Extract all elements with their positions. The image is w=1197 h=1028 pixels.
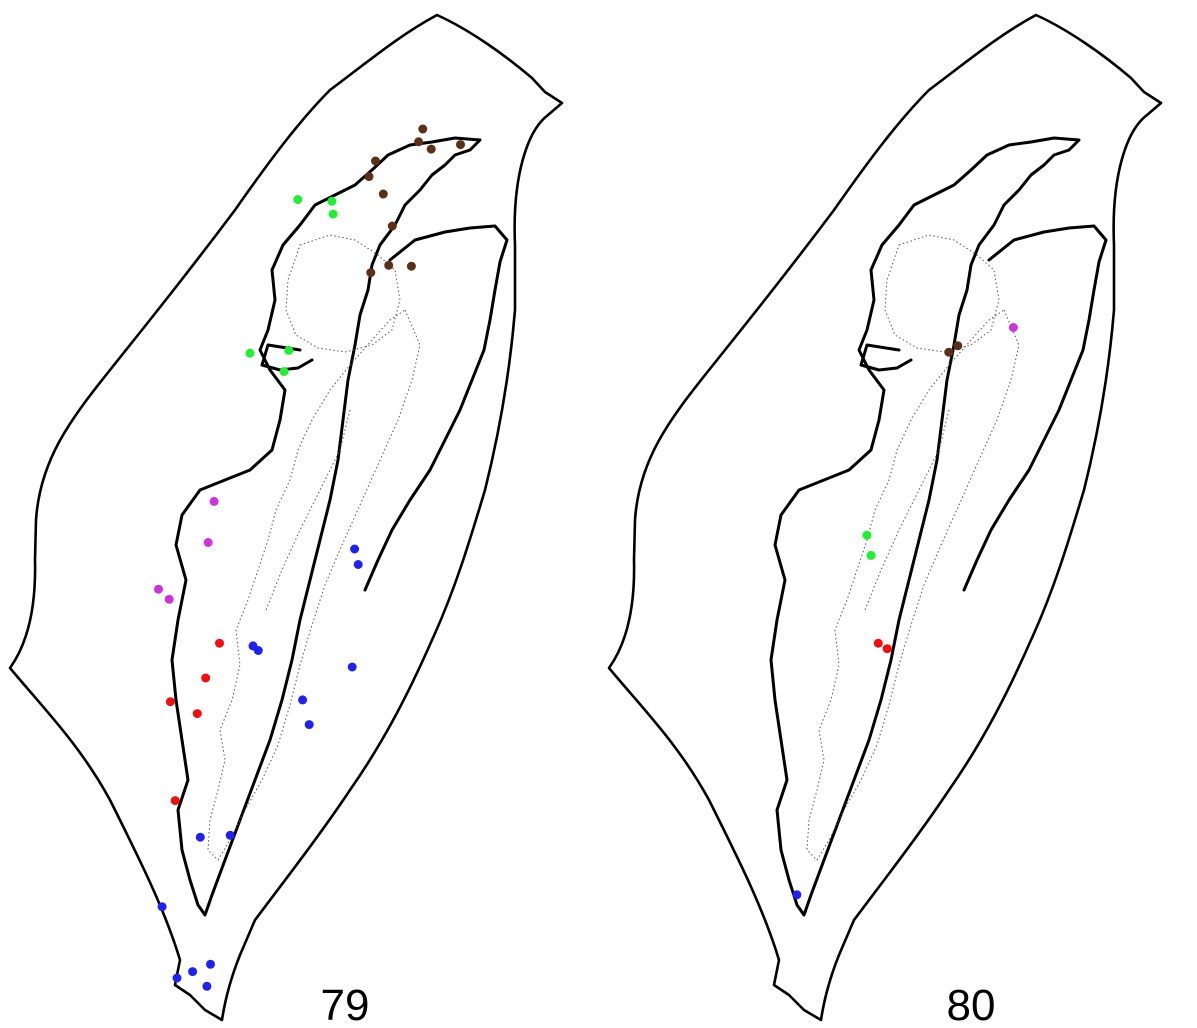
occurrence-dot-brown xyxy=(387,221,397,231)
occurrence-dot-blue xyxy=(253,646,263,655)
occurrence-dot-green xyxy=(327,196,337,206)
occurrence-dot-magenta xyxy=(164,594,174,604)
occurrence-dot-red xyxy=(201,673,211,683)
occurrence-dot-blue xyxy=(195,832,205,842)
occurrence-dot-red xyxy=(882,644,892,654)
occurrence-dot-brown xyxy=(371,156,380,166)
occurrence-dot-brown xyxy=(426,144,436,154)
taiwan-map-79: 79 xyxy=(8,13,564,1028)
occurrence-dot-blue xyxy=(304,720,314,730)
map-number-label: 80 xyxy=(947,981,996,1028)
occurrence-dot-blue xyxy=(350,544,360,554)
occurrence-dot-brown xyxy=(364,172,374,182)
occurrence-dot-blue xyxy=(298,695,308,705)
occurrence-dot-red xyxy=(170,796,180,806)
occurrence-dot-blue xyxy=(353,560,363,569)
occurrence-dot-magenta xyxy=(203,538,213,547)
occurrence-dot-brown xyxy=(953,341,963,351)
occurrence-dot-blue xyxy=(157,902,167,912)
occurrence-dot-brown xyxy=(944,347,954,357)
occurrence-dot-green xyxy=(245,348,255,358)
occurrence-dot-blue xyxy=(225,830,235,840)
occurrence-dot-magenta xyxy=(1008,323,1018,332)
occurrence-dot-blue xyxy=(792,890,802,900)
occurrence-dot-brown xyxy=(378,189,388,199)
occurrence-dots xyxy=(792,323,1018,900)
elevation-contours xyxy=(207,234,421,861)
occurrence-dot-green xyxy=(284,345,294,355)
coastline xyxy=(607,13,1163,1022)
taiwan-map-80: 80 xyxy=(607,13,1163,1028)
occurrence-dot-green xyxy=(293,195,303,204)
occurrence-dot-brown xyxy=(414,137,424,147)
occurrence-dot-brown xyxy=(406,261,416,271)
occurrence-dot-red xyxy=(192,709,202,719)
occurrence-dot-red xyxy=(873,638,883,648)
occurrence-dot-brown xyxy=(384,260,394,270)
occurrence-dot-magenta xyxy=(154,584,163,594)
mountain-range xyxy=(170,136,509,917)
occurrence-dot-blue xyxy=(206,959,215,969)
map-number-label: 79 xyxy=(321,981,370,1028)
occurrence-dot-blue xyxy=(188,967,198,977)
occurrence-dot-green xyxy=(279,367,289,376)
occurrence-dot-green xyxy=(328,209,338,219)
occurrence-dot-red xyxy=(215,638,224,648)
mountain-range xyxy=(769,136,1108,917)
occurrence-dot-red xyxy=(165,697,175,707)
coastline xyxy=(8,13,564,1022)
occurrence-dot-brown xyxy=(456,140,465,150)
occurrence-dot-magenta xyxy=(209,496,219,506)
occurrence-dots xyxy=(154,124,465,991)
occurrence-dot-brown xyxy=(418,124,428,134)
occurrence-dot-blue xyxy=(172,973,182,983)
occurrence-dot-brown xyxy=(366,268,376,278)
elevation-contours xyxy=(806,234,1020,861)
occurrence-dot-blue xyxy=(347,662,357,672)
map-panel-79: 79 xyxy=(0,0,598,1028)
occurrence-dot-blue xyxy=(202,981,212,991)
map-panel-80: 80 xyxy=(599,0,1197,1028)
occurrence-dot-green xyxy=(866,550,876,560)
occurrence-dot-green xyxy=(862,530,872,540)
